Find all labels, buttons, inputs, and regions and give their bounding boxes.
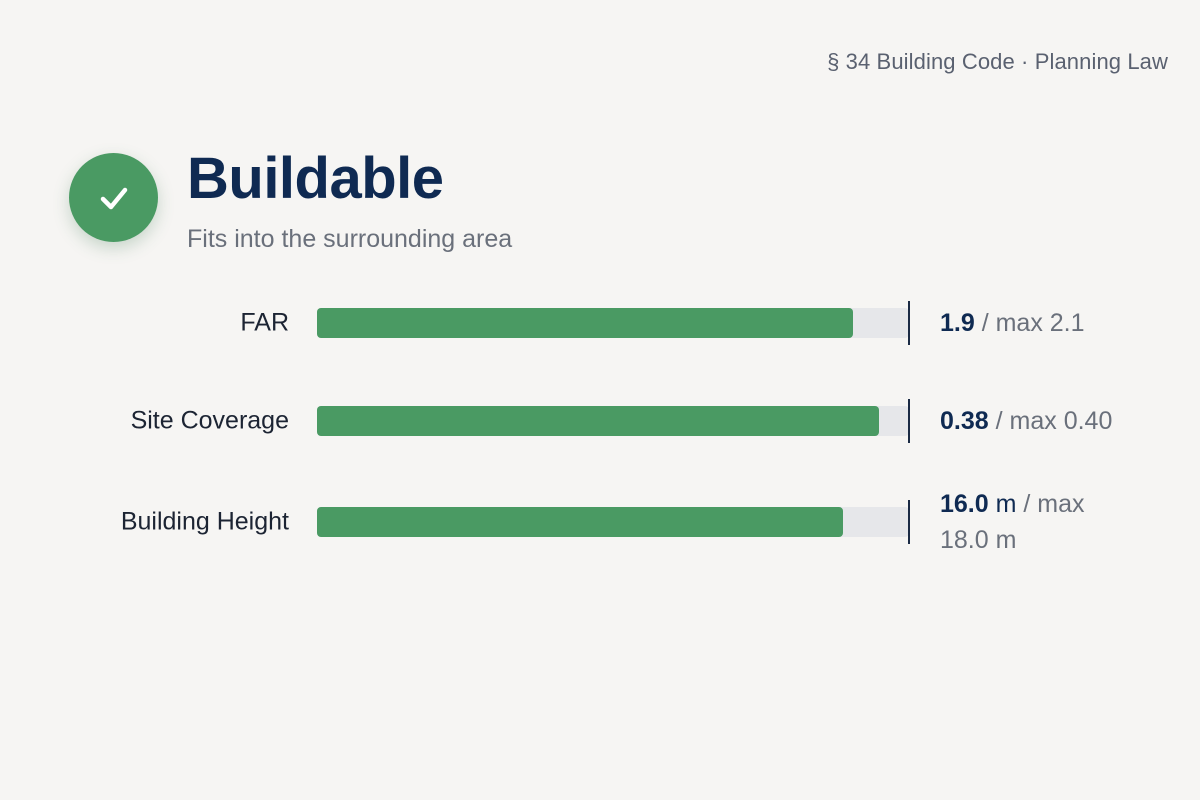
metric-current-value: 0.38: [940, 407, 989, 435]
metric-label: Site Coverage: [130, 406, 289, 435]
metric-row-far: FAR 1.9 / max 2.1: [0, 301, 1200, 403]
metric-label: FAR: [240, 308, 289, 337]
metric-separator: / max: [974, 309, 1050, 337]
metric-current-value: 1.9: [940, 309, 975, 337]
metric-bar-fill: [317, 308, 853, 338]
metric-bar-track: [317, 507, 909, 537]
status-subtitle: Fits into the surrounding area: [187, 225, 513, 253]
metric-row-site-coverage: Site Coverage 0.38 / max 0.40: [0, 399, 1200, 501]
metric-value: 16.0 m / max 18.0 m: [940, 486, 1130, 558]
metric-bar-fill: [317, 507, 843, 537]
metric-max-value: 18.0: [940, 526, 989, 554]
metric-separator: / max: [1016, 490, 1085, 518]
metric-current-unit: m: [988, 490, 1017, 518]
limit-marker: [908, 301, 910, 345]
metric-label: Building Height: [120, 507, 289, 536]
metric-bar-fill: [317, 406, 879, 436]
metric-row-building-height: Building Height 16.0 m / max 18.0 m: [0, 490, 1200, 602]
metric-current-value: 16.0: [940, 490, 989, 518]
status-title: Buildable: [187, 146, 444, 211]
limit-marker: [908, 399, 910, 443]
metric-value: 1.9 / max 2.1: [940, 305, 1140, 341]
metric-max-unit: m: [988, 526, 1017, 554]
limit-marker: [908, 500, 910, 544]
metric-value: 0.38 / max 0.40: [940, 403, 1140, 439]
check-icon: [69, 153, 158, 242]
metric-bar-track: [317, 308, 909, 338]
metric-max-value: 0.40: [1063, 407, 1113, 435]
law-reference: § 34 Building Code · Planning Law: [827, 49, 1168, 74]
metric-bar-track: [317, 406, 909, 436]
metric-separator: / max: [988, 407, 1064, 435]
metric-max-value: 2.1: [1049, 309, 1085, 337]
